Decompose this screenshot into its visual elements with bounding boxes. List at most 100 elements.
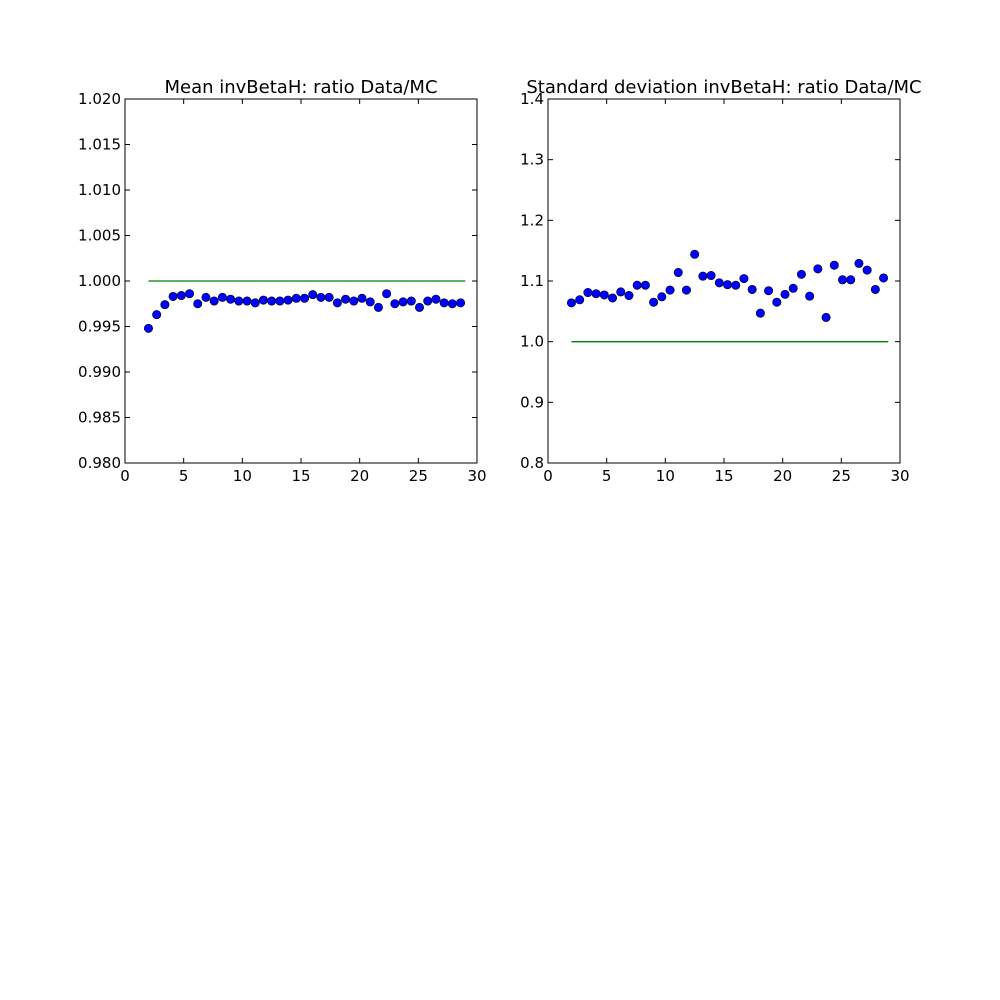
- data-point: [258, 295, 268, 305]
- data-point: [829, 260, 839, 270]
- y-tick-label: 1.4: [520, 90, 544, 108]
- data-point: [788, 283, 798, 293]
- data-point: [879, 273, 889, 283]
- data-point: [566, 298, 576, 308]
- data-point: [772, 297, 782, 307]
- y-tick-label: 1.000: [78, 272, 121, 290]
- data-point: [324, 292, 334, 302]
- data-point: [739, 274, 749, 284]
- data-point: [439, 298, 449, 308]
- data-point: [862, 265, 872, 275]
- data-point: [821, 312, 831, 322]
- data-point: [226, 294, 236, 304]
- data-point: [616, 287, 626, 297]
- data-point: [805, 291, 815, 301]
- data-point: [332, 298, 342, 308]
- data-point: [632, 280, 642, 290]
- data-point: [431, 294, 441, 304]
- plot-frame: [547, 98, 901, 464]
- data-point: [152, 310, 162, 320]
- data-point: [275, 296, 285, 306]
- data-point: [398, 297, 408, 307]
- data-point: [575, 295, 585, 305]
- x-tick-label: 5: [179, 467, 189, 485]
- data-point: [382, 289, 392, 299]
- y-tick-label: 1.005: [78, 227, 121, 245]
- x-tick-label: 20: [773, 467, 792, 485]
- data-point: [283, 295, 293, 305]
- x-tick-label: 10: [656, 467, 675, 485]
- x-tick-label: 25: [832, 467, 851, 485]
- data-point: [755, 308, 765, 318]
- data-point: [456, 298, 466, 308]
- data-point: [624, 291, 634, 301]
- data-point: [747, 284, 757, 294]
- data-point: [583, 288, 593, 298]
- data-point: [185, 289, 195, 299]
- data-point: [217, 292, 227, 302]
- y-tick-label: 0.980: [78, 454, 121, 472]
- y-tick-label: 0.9: [520, 393, 544, 411]
- y-tick-label: 1.3: [520, 151, 544, 169]
- y-tick-label: 0.995: [78, 318, 121, 336]
- data-point: [813, 264, 823, 274]
- y-tick-label: 1.015: [78, 136, 121, 154]
- chart-title: Mean invBetaH: ratio Data/MC: [164, 77, 437, 98]
- y-tick-label: 1.2: [520, 211, 544, 229]
- x-tick-label: 30: [890, 467, 909, 485]
- data-point: [665, 285, 675, 295]
- data-point: [176, 291, 186, 301]
- plot-frame: [124, 98, 478, 464]
- data-point: [854, 258, 864, 268]
- data-point: [706, 271, 716, 281]
- data-point: [201, 292, 211, 302]
- data-point: [406, 296, 416, 306]
- data-point: [764, 286, 774, 296]
- data-point: [690, 249, 700, 259]
- data-point: [143, 323, 153, 333]
- data-point: [673, 268, 683, 278]
- data-point: [250, 298, 260, 308]
- chart-title: Standard deviation invBetaH: ratio Data/…: [526, 77, 921, 98]
- data-point: [447, 299, 457, 309]
- x-tick-label: 10: [233, 467, 252, 485]
- data-point: [608, 293, 618, 303]
- data-point: [234, 296, 244, 306]
- data-point: [681, 285, 691, 295]
- y-tick-label: 1.0: [520, 333, 544, 351]
- data-point: [373, 302, 383, 312]
- data-point: [423, 296, 433, 306]
- data-point: [308, 290, 318, 300]
- x-tick-label: 15: [291, 467, 310, 485]
- x-tick-label: 25: [409, 467, 428, 485]
- data-point: [591, 289, 601, 299]
- data-point: [640, 280, 650, 290]
- data-point: [723, 280, 733, 290]
- data-point: [365, 297, 375, 307]
- y-tick-label: 1.010: [78, 181, 121, 199]
- data-point: [657, 292, 667, 302]
- data-point: [599, 290, 609, 300]
- data-point: [242, 296, 252, 306]
- chart-panel-2: Standard deviation invBetaH: ratio Data/…: [520, 77, 921, 485]
- y-tick-label: 1.020: [78, 90, 121, 108]
- y-tick-label: 1.1: [520, 272, 544, 290]
- x-tick-label: 5: [602, 467, 612, 485]
- x-tick-label: 0: [543, 467, 553, 485]
- data-point: [870, 284, 880, 294]
- data-point: [160, 300, 170, 310]
- data-point: [731, 280, 741, 290]
- data-point: [838, 275, 848, 285]
- data-point: [390, 299, 400, 309]
- data-point: [291, 293, 301, 303]
- x-tick-label: 20: [350, 467, 369, 485]
- data-point: [796, 269, 806, 279]
- data-point: [780, 289, 790, 299]
- data-point: [714, 278, 724, 288]
- y-tick-label: 0.8: [520, 454, 544, 472]
- data-point: [846, 275, 856, 285]
- data-point: [300, 293, 310, 303]
- data-point: [357, 293, 367, 303]
- chart-panel-1: Mean invBetaH: ratio Data/MC 0 5 10 15 20 25 30…: [78, 77, 487, 485]
